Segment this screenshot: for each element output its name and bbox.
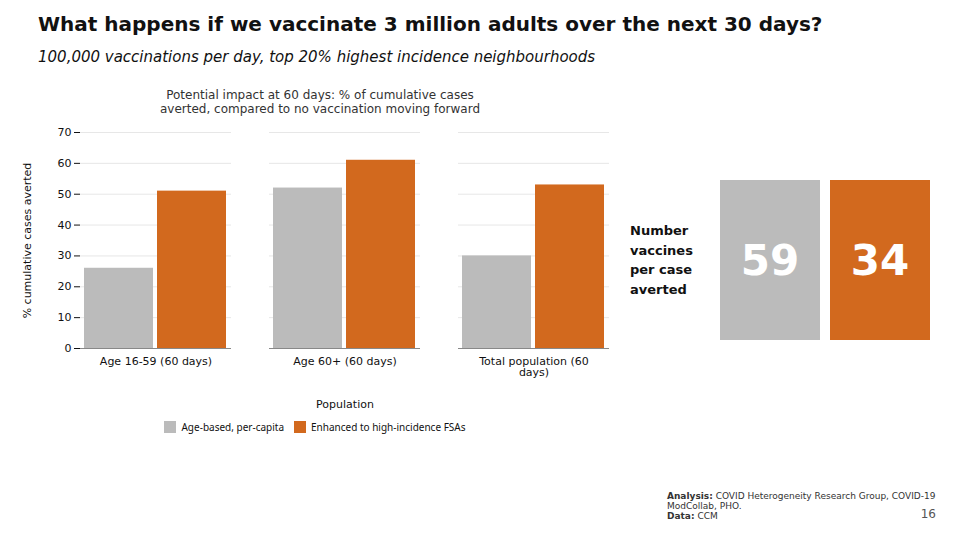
svg-text:50: 50 bbox=[58, 188, 72, 201]
svg-text:40: 40 bbox=[58, 219, 72, 232]
html-text:What happens if we vaccinate 3: What happens if we vaccinate 3 million a… bbox=[38, 12, 823, 36]
html-text:34: 34 bbox=[850, 235, 910, 285]
svg-text:Age 16-59 (60 days): Age 16-59 (60 days) bbox=[100, 355, 212, 368]
svg-text:70: 70 bbox=[58, 126, 72, 139]
html-text:Analysis: COVID Heterogeneity: Analysis: COVID Heterogeneity Research G… bbox=[667, 491, 936, 511]
svg-text:Age 60+ (60 days): Age 60+ (60 days) bbox=[293, 355, 397, 368]
svg-text:Population: Population bbox=[316, 398, 374, 411]
svg-text:20: 20 bbox=[58, 280, 72, 293]
html-text:59: 59 bbox=[740, 235, 800, 285]
html-text:Age-based, per-capita: Age-based, per-capita bbox=[181, 419, 284, 434]
html-text:16: 16 bbox=[920, 507, 936, 521]
svg-text:% cumulative cases averted: % cumulative cases averted bbox=[21, 163, 34, 319]
svg-text:30: 30 bbox=[58, 249, 72, 262]
svg-text:0: 0 bbox=[65, 342, 72, 355]
svg-text:60: 60 bbox=[58, 157, 72, 170]
html-text:100,000 vaccinations per day,: 100,000 vaccinations per day, top 20% hi… bbox=[38, 48, 596, 66]
svg-text:Total population (60days): Total population (60days) bbox=[478, 355, 589, 379]
html-text:Enhanced to high-incidence FSA: Enhanced to high-incidence FSAs bbox=[311, 419, 466, 434]
html-text:Data: CCM: Data: CCM bbox=[667, 511, 718, 521]
html-text:Potential impact at 60 days: %: Potential impact at 60 days: % of cumula… bbox=[160, 88, 480, 116]
svg-text:10: 10 bbox=[58, 311, 72, 324]
html-text:Number vaccines per case avert: Number vaccines per case averted bbox=[630, 223, 693, 297]
